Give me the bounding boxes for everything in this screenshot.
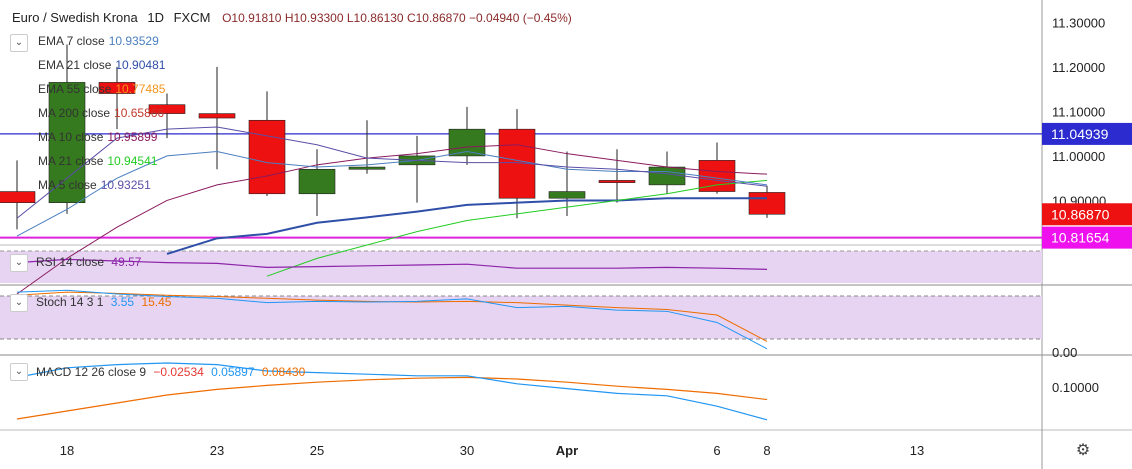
price-tick-label: 11.20000 [1052,60,1105,75]
candle-body [0,191,36,203]
ma-line-ema-21 [166,197,767,255]
macd-axis-tick: 0.10000 [1052,380,1099,395]
time-axis-label: 6 [713,443,720,458]
time-axis-label: 30 [460,443,474,458]
rsi-value: 49.57 [111,255,142,269]
price-tag [1042,203,1132,226]
legend-value: 10.65866 [114,106,165,120]
rsi-collapse-chevron-icon[interactable]: ⌄ [10,254,28,272]
price-tag [1042,122,1132,145]
legend-value: 10.93529 [108,34,159,48]
stoch-k-line [16,289,768,350]
legend-value: 10.95899 [107,130,158,144]
legend-value: 10.93251 [100,178,151,192]
price-tag-label: 11.04939 [1051,126,1109,142]
legend-row[interactable]: EMA 7 close 10.93529 [38,34,159,48]
rsi-label: RSI 14 close [36,255,105,269]
candle-body [248,119,286,195]
ma-line-ma-5 [16,126,768,219]
time-axis-label: 13 [910,443,924,458]
price-tick-label: 11.10000 [1052,104,1105,119]
candle-body [298,168,336,195]
legend-row[interactable]: EMA 55 close 10.77485 [38,82,165,96]
macd-collapse-chevron-icon[interactable]: ⌄ [10,363,28,381]
settings-gear-icon[interactable]: ⚙ [1076,442,1090,459]
legend-label: MA 5 close [38,178,97,192]
low-value: L10.86130 [346,11,404,25]
candle-body [548,191,586,199]
symbol-header: Euro / Swedish Krona 1D FXCM O10.91810 H… [12,10,572,25]
change-value: −0.04940 (−0.45%) [469,11,572,25]
price-tag [1042,226,1132,249]
close-value: C10.86870 [406,11,466,25]
legend-value: 10.90481 [115,58,166,72]
candle-body [598,180,636,183]
rsi-legend[interactable]: RSI 14 close 49.57 [36,255,141,269]
macd-hist-value: −0.02534 [153,365,204,379]
stoch-k-value: 3.55 [110,295,135,309]
time-axis-label: 18 [60,443,74,458]
legend-label: EMA 7 close [38,34,105,48]
interval[interactable]: 1D [147,10,164,25]
legend-row[interactable]: MA 200 close 10.65866 [38,106,164,120]
legend-row[interactable]: MA 5 close 10.93251 [38,178,151,192]
legend-value: 10.77485 [115,82,166,96]
candle-body [148,104,186,114]
candle-body [748,192,786,215]
candle-body [98,82,136,94]
ma-line-ma-21 [266,179,768,277]
legend-row[interactable]: MA 21 close 10.94541 [38,154,157,168]
legend-collapse-chevron-icon[interactable]: ⌄ [10,34,28,52]
price-tick-label: 11.30000 [1052,15,1105,30]
legend-label: MA 21 close [38,154,104,168]
stoch-d-value: 15.45 [141,295,172,309]
ma-line-ma-10 [16,144,768,295]
macd-signal-value: 0.08430 [261,365,306,379]
candle-body [48,82,86,203]
legend-row[interactable]: EMA 21 close 10.90481 [38,58,165,72]
legend-label: MA 200 close [38,106,111,120]
macd-label: MACD 12 26 close 9 [36,365,147,379]
candle-body [698,160,736,192]
high-value: H10.93300 [284,11,344,25]
macd-line-value: 0.05897 [211,365,255,379]
time-axis-label: 8 [763,443,770,458]
price-tag-label: 10.86870 [1051,206,1110,222]
time-axis-label: 25 [310,443,324,458]
price-tag-label: 10.81654 [1051,230,1110,246]
stoch-legend[interactable]: Stoch 14 3 1 3.55 15.45 [36,295,171,309]
rsi-band [0,251,1042,283]
legend-label: EMA 21 close [38,58,112,72]
open-value: O10.91810 [222,11,282,25]
legend-value: 10.94541 [107,154,158,168]
price-tick-label: 11.00000 [1052,149,1105,164]
stoch-label: Stoch 14 3 1 [36,295,104,309]
time-axis-label: 23 [210,443,224,458]
candle-body [348,166,386,170]
macd-line [16,362,768,421]
macd-signal-line [16,376,768,420]
candle-body [198,113,236,119]
symbol-name[interactable]: Euro / Swedish Krona [12,10,138,25]
time-axis-label: Apr [556,443,578,458]
stoch-collapse-chevron-icon[interactable]: ⌄ [10,294,28,312]
macd-legend[interactable]: MACD 12 26 close 9 −0.02534 0.05897 0.08… [36,365,305,379]
ohlc-values: O10.91810 H10.93300 L10.86130 C10.86870 … [222,11,572,25]
candle-body [648,166,686,186]
rsi-line [16,258,768,270]
legend-row[interactable]: MA 10 close 10.95899 [38,130,157,144]
legend-label: MA 10 close [38,130,104,144]
stoch-axis-tick: 0.00 [1052,345,1077,360]
legend-label: EMA 55 close [38,82,112,96]
data-source: FXCM [173,10,211,25]
